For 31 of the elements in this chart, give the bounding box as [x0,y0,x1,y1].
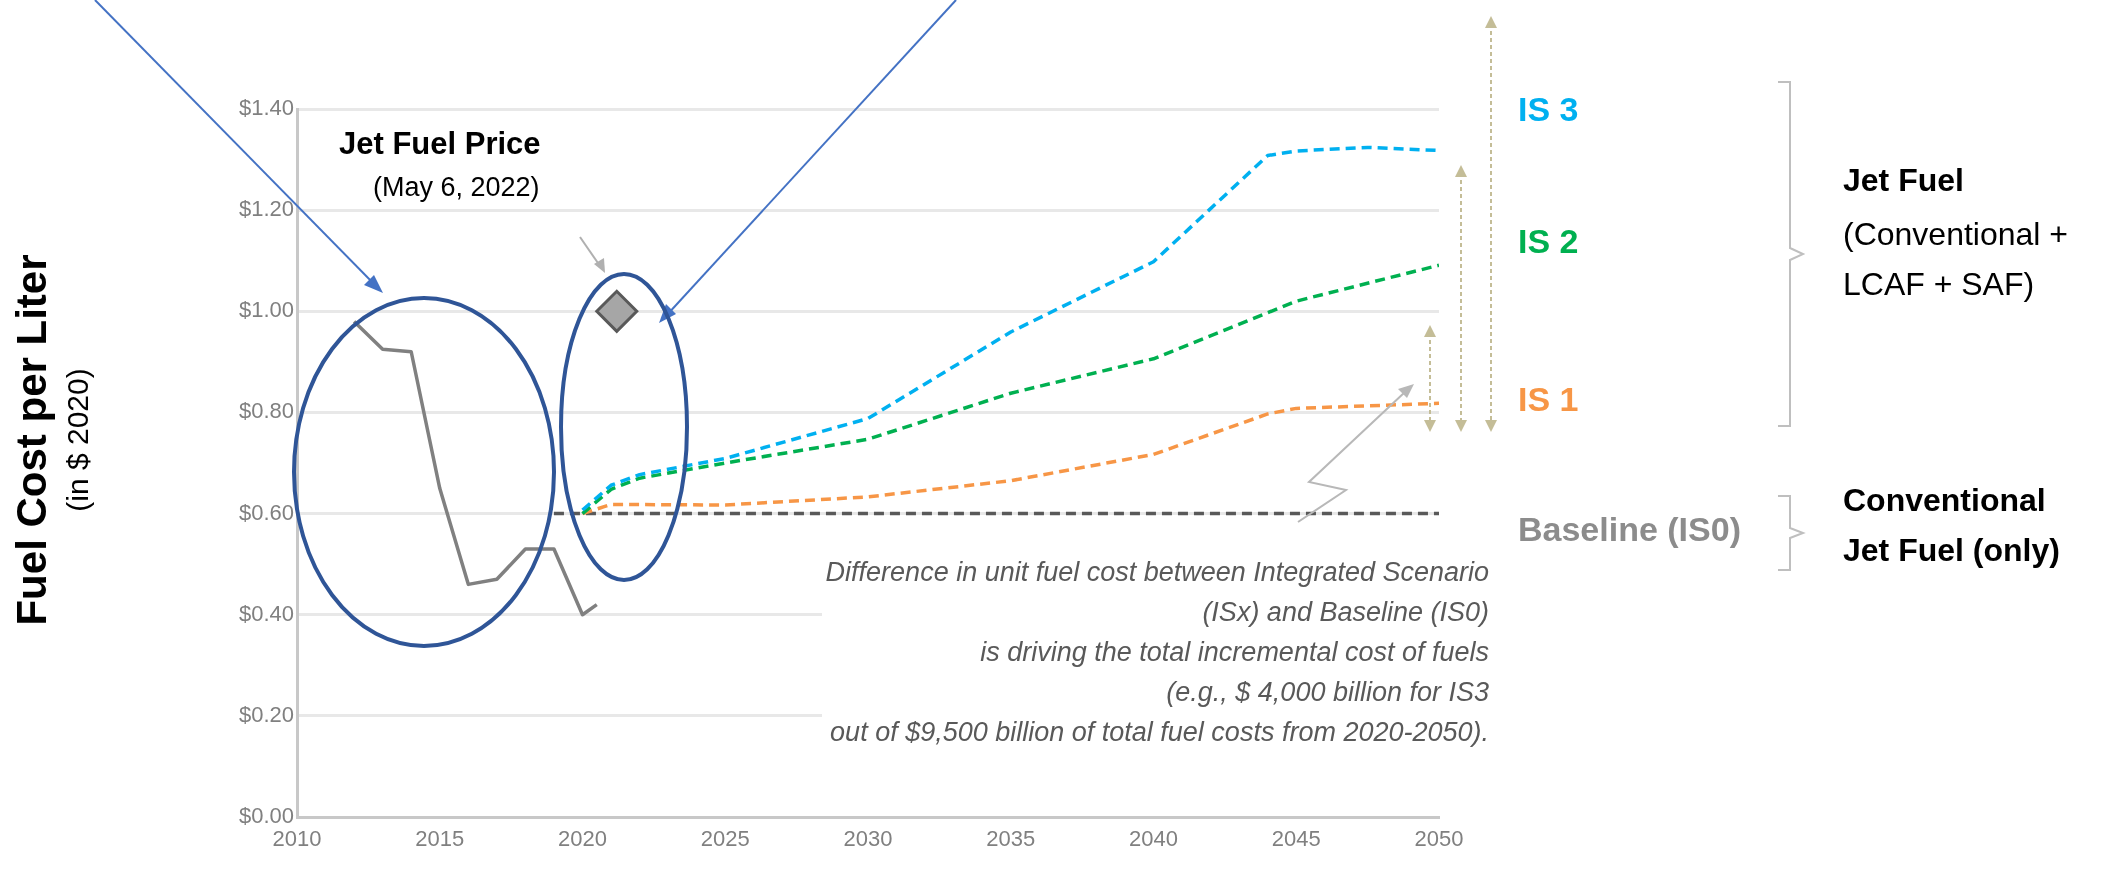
y-tick-label: $1.40 [238,95,294,121]
y-tick-label: $0.00 [238,803,294,829]
y-axis-title: Fuel Cost per Liter [8,254,56,626]
annotation: Difference in unit fuel cost between Integrated Scenario (ISx) and Baseline (IS0) is driving the total incremental cost of fuels (e.g., $ 4,000 billion for IS3 out of $9,500 billion of total fuel costs from 2020-2050). [821,552,1489,752]
x-tick-label: 2010 [272,826,322,852]
x-tick-label: 2020 [558,826,607,852]
text: (Conventional + LCAF + SAF) [1843,215,2069,304]
y-tick-label: $0.60 [238,499,294,525]
text: Jet Fuel [1843,162,1964,199]
y-tick-label: $0.20 [238,701,294,727]
x-tick-label: 2030 [843,826,893,852]
annotation: (May 6, 2022) [373,172,540,203]
y-tick-label: $1.00 [238,297,294,323]
y-tick-label: $1.20 [238,196,294,222]
text: Baseline (IS0) [1518,510,1741,549]
x-tick-label: 2050 [1414,826,1464,852]
x-tick-label: 2015 [415,826,465,852]
annotation: Jet Fuel Price [339,126,541,162]
text: IS 2 [1518,222,1579,261]
x-tick-label: 2035 [986,826,1036,852]
text: (in $ 2020) [61,368,95,512]
y-tick-label: $0.80 [238,398,294,424]
x-tick-label: 2025 [700,826,750,852]
text: Conventional Jet Fuel (only) [1843,481,2060,570]
text: IS 3 [1518,90,1579,129]
line-series [580,263,1439,516]
line-series [580,145,1439,512]
x-tick-label: 2040 [1129,826,1178,852]
x-tick-label: 2045 [1271,826,1321,852]
y-tick-label: $0.40 [238,600,294,626]
text: IS 1 [1518,380,1579,419]
